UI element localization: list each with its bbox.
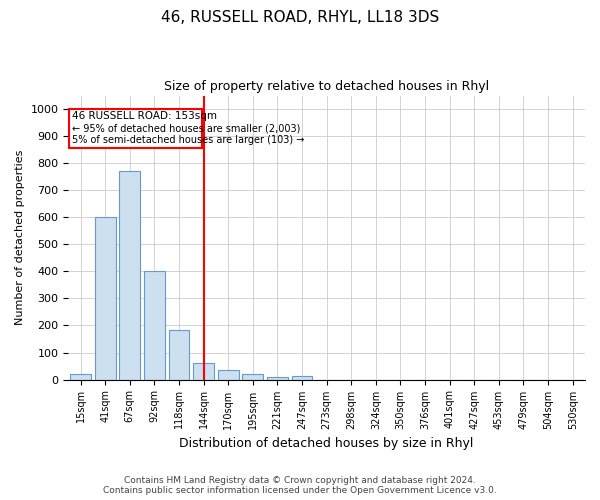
Text: 46, RUSSELL ROAD, RHYL, LL18 3DS: 46, RUSSELL ROAD, RHYL, LL18 3DS [161, 10, 439, 25]
Bar [292, 376, 313, 380]
Bar [95, 218, 116, 380]
Text: Contains HM Land Registry data © Crown copyright and database right 2024.
Contai: Contains HM Land Registry data © Crown c… [103, 476, 497, 495]
Text: 5% of semi-detached houses are larger (103) →: 5% of semi-detached houses are larger (1… [73, 136, 305, 145]
Y-axis label: Number of detached properties: Number of detached properties [15, 150, 25, 325]
Title: Size of property relative to detached houses in Rhyl: Size of property relative to detached ho… [164, 80, 489, 93]
Text: 46 RUSSELL ROAD: 153sqm: 46 RUSSELL ROAD: 153sqm [73, 111, 217, 121]
Bar [70, 374, 91, 380]
Bar [267, 377, 288, 380]
Text: ← 95% of detached houses are smaller (2,003): ← 95% of detached houses are smaller (2,… [73, 124, 301, 134]
X-axis label: Distribution of detached houses by size in Rhyl: Distribution of detached houses by size … [179, 437, 474, 450]
Bar [119, 172, 140, 380]
Bar [144, 272, 165, 380]
FancyBboxPatch shape [69, 109, 202, 148]
Bar [169, 330, 190, 380]
Bar [218, 370, 239, 380]
Bar [242, 374, 263, 380]
Bar [193, 364, 214, 380]
